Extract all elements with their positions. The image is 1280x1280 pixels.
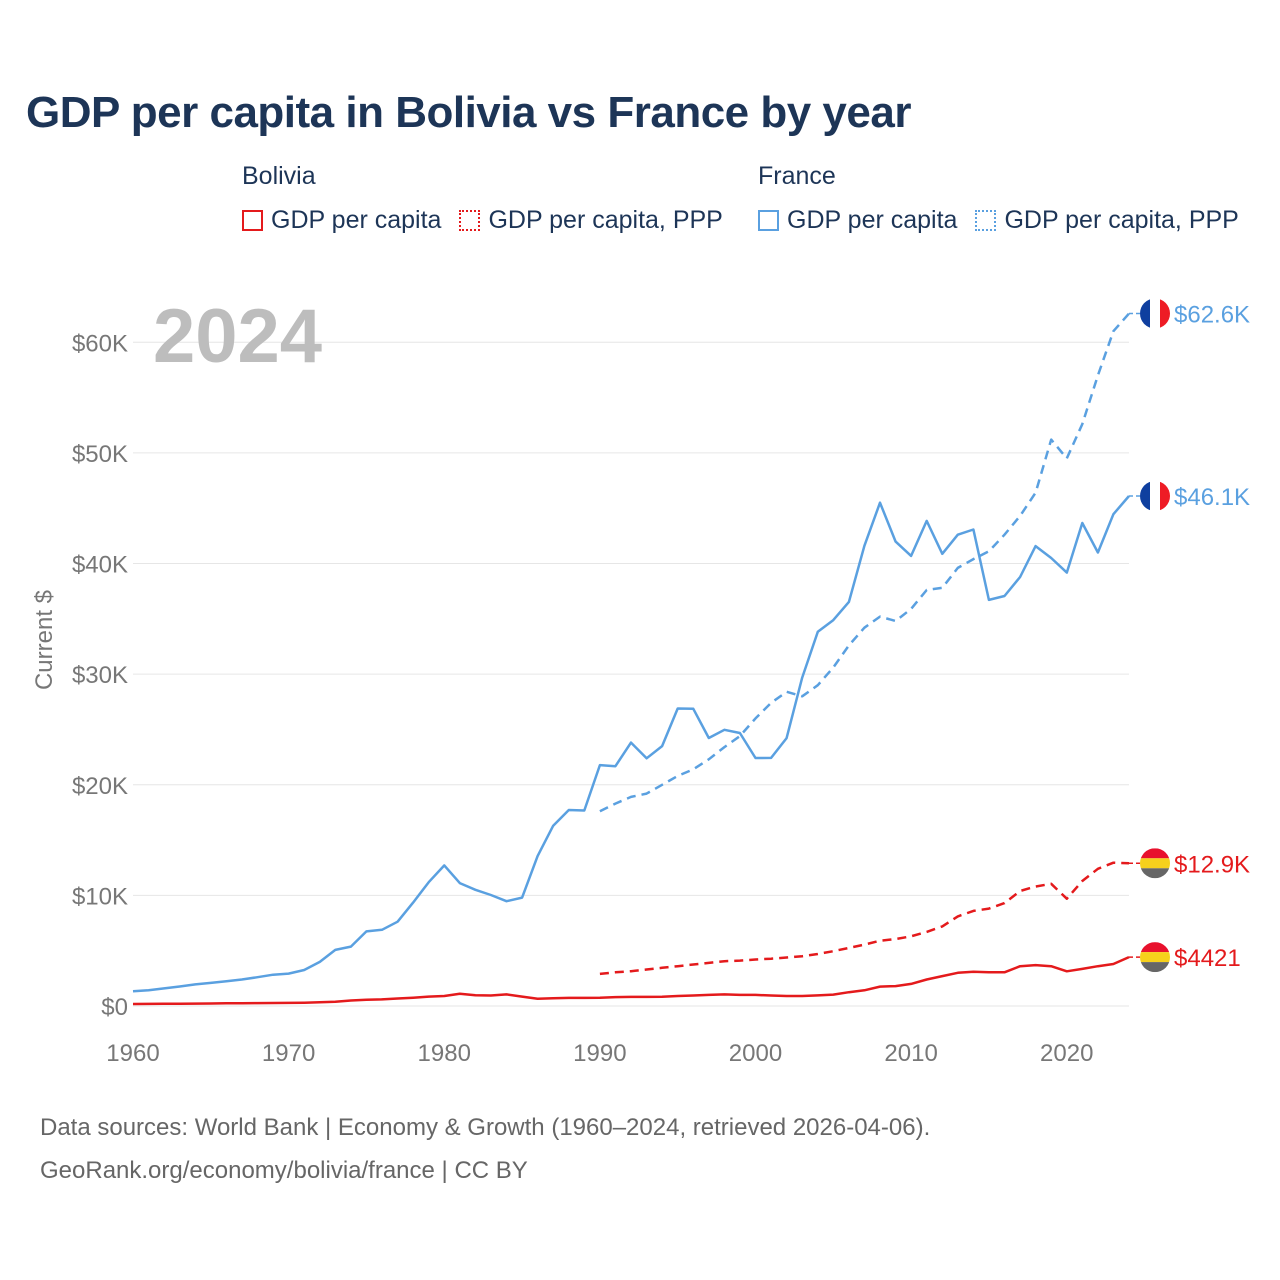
legend-item-bolivia-gdp-ppp[interactable]: GDP per capita, PPP [459, 206, 723, 235]
legend-item-france-gdp[interactable]: GDP per capita [758, 206, 957, 235]
series-line[interactable] [599, 861, 1130, 976]
series-line[interactable] [132, 955, 1130, 1006]
x-tick-label: 2020 [1040, 1040, 1093, 1067]
source-line: Data sources: World Bank | Economy & Gro… [40, 1114, 931, 1141]
y-tick-label: $20K [72, 773, 128, 800]
legend-label: GDP per capita [787, 206, 958, 234]
x-tick-label: 1980 [418, 1040, 471, 1067]
france-flag-icon [1140, 481, 1170, 512]
y-tick-label: $40K [72, 552, 128, 579]
line-chart: $0$10K$20K$30K$40K$50K$60K 1960 1970 1980 1… [31, 294, 1250, 1067]
legend-label: GDP per capita, PPP [488, 206, 723, 234]
x-tick-label: 2000 [729, 1040, 782, 1067]
x-tick-label: 1990 [573, 1040, 626, 1067]
france-flag-icon [1140, 298, 1170, 329]
legend-swatch [459, 210, 481, 231]
x-tick-label: 1970 [262, 1040, 315, 1067]
year-watermark: 2024 [153, 294, 322, 379]
series-end-label: $12.9K [1174, 851, 1250, 878]
legend-group-bolivia: Bolivia GDP per capita GDP per capita, P… [242, 162, 741, 235]
y-tick-label: $0 [101, 994, 128, 1021]
y-tick-label: $30K [72, 662, 128, 689]
source-link[interactable]: GeoRank.org/economy/bolivia/france | CC … [40, 1157, 528, 1184]
data-sources: Data sources: World Bank | Economy & Gro… [40, 1106, 930, 1192]
x-tick-label: 2010 [884, 1040, 937, 1067]
legend-label: GDP per capita [271, 206, 442, 234]
series-lines [132, 312, 1130, 1006]
series-end-label: $46.1K [1174, 484, 1250, 511]
x-tick-labels: 1960 1970 1980 1990 2000 2010 2020 [106, 1040, 1093, 1067]
legend-label: GDP per capita, PPP [1004, 206, 1239, 234]
x-tick-label: 1960 [106, 1040, 159, 1067]
legend-swatch [975, 210, 997, 231]
bolivia-flag-icon [1140, 848, 1170, 879]
y-tick-label: $50K [72, 441, 128, 468]
y-tick-label: $60K [72, 330, 128, 357]
chart-title: GDP per capita in Bolivia vs France by y… [26, 88, 911, 137]
series-end-label: $4421 [1174, 945, 1241, 972]
end-labels: $46.1K $62.6K $12.9K $4421 [1129, 298, 1250, 973]
y-tick-labels: $0 $10K $20K $30K $40K $50K $60K [72, 330, 128, 1021]
legend-swatch [758, 210, 779, 231]
legend-item-france-gdp-ppp[interactable]: GDP per capita, PPP [975, 206, 1239, 235]
legend-group-title: Bolivia [242, 162, 316, 190]
gridlines [133, 341, 1129, 1007]
y-tick-label: $10K [72, 883, 128, 910]
legend-swatch [242, 210, 263, 231]
legend-group-title: France [758, 162, 836, 190]
series-end-label: $62.6K [1174, 301, 1250, 328]
series-line[interactable] [599, 312, 1130, 813]
legend-group-france: France GDP per capita GDP per capita, PP… [758, 162, 1257, 235]
legend-item-bolivia-gdp[interactable]: GDP per capita [242, 206, 441, 235]
bolivia-flag-icon [1140, 942, 1170, 973]
y-axis-label: Current $ [31, 590, 58, 690]
series-line[interactable] [132, 495, 1130, 993]
